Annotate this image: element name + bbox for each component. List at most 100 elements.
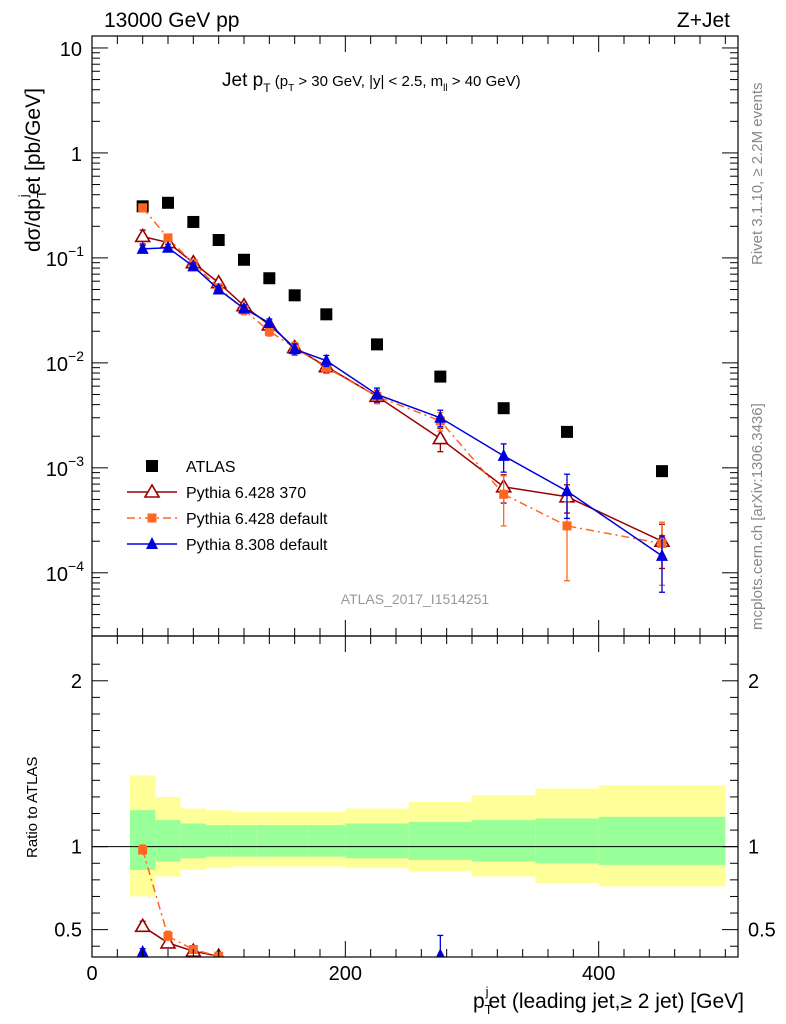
data-point-pythia-8-308-default — [288, 342, 301, 355]
data-point-pythia-8-308-default — [212, 282, 225, 295]
plot-title: Jet pT (pT > 30 GeV, |y| < 2.5, mll > 40… — [222, 70, 521, 95]
data-point-atlas — [497, 402, 510, 415]
ratio-y-axis-label: Ratio to ATLAS — [24, 757, 41, 858]
ratio-tick-label-left: 0.5 — [54, 920, 82, 942]
data-point-pythia-6-428-default — [138, 203, 148, 213]
data-point-pythia-8-308-default — [136, 241, 149, 254]
legend-marker-pythia-8-308-default — [146, 537, 158, 549]
data-point-pythia-8-308-default — [238, 301, 250, 314]
data-point-pythia-8-308-default — [162, 240, 174, 253]
ratio-band-inner — [307, 825, 346, 857]
plot-title-cut-sub2: ll — [443, 83, 447, 94]
legend-label-pythia-6-428-370: Pythia 6.428 370 — [186, 485, 306, 502]
ratio-point-pythia-8-308-default — [436, 948, 445, 957]
data-point-atlas — [320, 308, 333, 321]
x-ticks: 0 200 400 — [86, 36, 726, 985]
data-point-pythia-8-308-default — [320, 353, 333, 366]
x-tick-label: 400 — [582, 963, 615, 985]
y-tick-label-exp: −1 — [68, 243, 84, 259]
y-axis-label: dσ/dpTjet [pb/GeV] — [16, 88, 49, 252]
data-point-pythia-8-308-default — [656, 548, 668, 561]
y-tick-label-exp: −4 — [68, 558, 84, 574]
ratio-band-inner — [256, 825, 282, 857]
y-tick-label: 10−2 — [46, 348, 84, 376]
data-point-atlas — [162, 196, 174, 209]
header-process-label: Z+Jet — [677, 9, 730, 32]
data-point-atlas — [187, 215, 200, 228]
ratio-point-pythia-6-428-default — [138, 845, 148, 855]
legend-label-pythia-8-308-default: Pythia 8.308 default — [186, 537, 328, 554]
y-axis-label-sub: T — [34, 190, 49, 198]
ratio-plot: 0.5 0.5 1 1 2 2 Ratio to ATLAS — [24, 635, 776, 958]
data-point-pythia-6-428-370 — [134, 227, 152, 243]
data-point-atlas — [371, 338, 383, 351]
plot-title-cut-sub: T — [288, 83, 294, 94]
legend-label-atlas: ATLAS — [186, 459, 236, 476]
data-point-pythia-6-428-default — [562, 521, 572, 531]
legend-marker-pythia-6-428-default — [147, 513, 157, 523]
main-marks — [134, 196, 671, 593]
x-axis-label: pTjet (leading jet,≥ 2 jet) [GeV] — [473, 984, 744, 1017]
ratio-ticks: 0.5 0.5 1 1 2 2 — [54, 663, 776, 947]
data-point-pythia-8-308-default — [371, 387, 383, 400]
ratio-tick-label-right: 2 — [748, 671, 759, 693]
plot-title-main-sub: T — [263, 81, 271, 95]
ratio-tick-label-right: 0.5 — [748, 920, 776, 942]
plot-title-main: Jet p — [222, 70, 263, 91]
y-tick-label-base: 10 — [46, 564, 68, 586]
ratio-tick-label-right: 1 — [748, 837, 759, 859]
data-point-atlas — [238, 253, 250, 266]
data-point-atlas — [263, 272, 276, 285]
y-tick-label-base: 10 — [46, 354, 68, 376]
ratio-bands — [130, 775, 726, 897]
analysis-label: ATLAS_2017_I1514251 — [341, 591, 490, 607]
ratio-band-inner — [130, 810, 156, 870]
ratio-band-inner — [408, 821, 472, 860]
data-point-pythia-6-428-default — [163, 233, 173, 243]
legend: ATLAS Pythia 6.428 370 Pythia 6.428 defaul… — [127, 459, 328, 554]
data-point-atlas — [212, 234, 225, 247]
data-point-pythia-6-428-default — [499, 489, 509, 499]
ratio-band-inner — [535, 818, 599, 864]
x-tick-label: 200 — [329, 963, 362, 985]
ratio-band-inner — [282, 825, 308, 857]
ratio-band-inner — [598, 816, 726, 865]
ratio-band-inner — [472, 820, 536, 862]
y-tick-label-exp: −2 — [68, 348, 84, 364]
ratio-band-inner — [180, 823, 206, 859]
x-axis-label-a: p — [473, 990, 485, 1013]
data-point-atlas — [561, 425, 573, 438]
plot-title-cut-prefix: (p — [271, 73, 289, 90]
plot-title-cut-suffix: > 40 GeV) — [448, 73, 521, 90]
data-point-pythia-6-428-370 — [431, 429, 449, 445]
mcplots-label: mcplots.cern.ch [arXiv:1306.3436] — [749, 403, 766, 630]
y-axis-label-sup: j — [16, 194, 31, 198]
ratio-point-pythia-6-428-default — [163, 931, 173, 941]
data-point-atlas — [434, 370, 447, 383]
y-axis-label-a: dσ/dp — [22, 198, 45, 252]
y-tick-label-base: 10 — [46, 249, 68, 271]
ratio-line-pythia-6-428-default — [141, 849, 225, 957]
y-tick-label: 10−3 — [46, 453, 84, 481]
y-tick-label: 1 — [71, 144, 82, 166]
y-tick-label-base: 10 — [46, 459, 68, 481]
rivet-version-label: Rivet 3.1.10, ≥ 2.2M events — [749, 83, 766, 266]
data-point-pythia-8-308-default — [187, 259, 200, 272]
data-point-pythia-8-308-default — [561, 484, 573, 497]
data-point-atlas — [288, 289, 301, 302]
ratio-band-inner — [155, 820, 181, 862]
data-point-atlas — [656, 465, 668, 478]
ratio-point-pythia-6-428-370 — [159, 934, 177, 949]
y-axis-label-b: et [pb/GeV] — [22, 88, 45, 194]
y-tick-label-exp: −3 — [68, 453, 84, 469]
ratio-band-inner — [206, 825, 232, 857]
ratio-point-pythia-6-428-370 — [134, 917, 152, 933]
ratio-band-inner — [231, 825, 257, 857]
x-axis-label-b: et (leading jet,≥ 2 jet) [GeV] — [489, 990, 745, 1013]
y-tick-label: 10−1 — [46, 243, 84, 271]
y-tick-label: 10−4 — [46, 558, 84, 586]
legend-marker-pythia-6-428-370 — [143, 483, 161, 498]
